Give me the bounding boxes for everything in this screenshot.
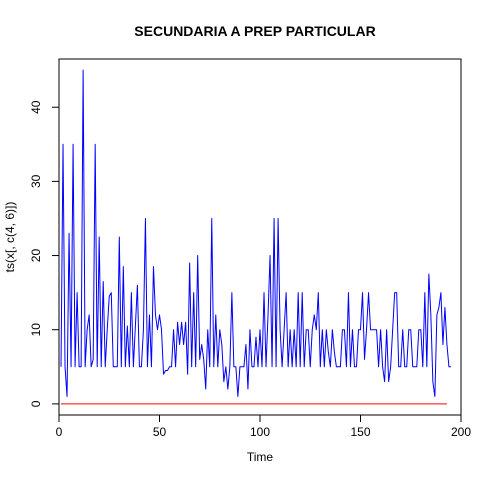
x-axis-label: Time (247, 450, 274, 464)
series-layer (60, 69, 451, 405)
y-tick-label: 20 (29, 249, 43, 263)
x-tick-label: 50 (153, 425, 167, 439)
y-axis: 0 10 20 30 40 (29, 100, 60, 407)
x-tick-label: 200 (451, 425, 471, 439)
y-tick-label: 0 (29, 400, 43, 407)
chart-title: SECUNDARIA A PREP PARTICULAR (134, 23, 375, 39)
x-axis: 0 50 100 150 200 (56, 414, 471, 439)
x-tick-label: 150 (350, 425, 370, 439)
y-tick-label: 30 (29, 174, 43, 188)
y-tick-label: 10 (29, 323, 43, 337)
y-axis-label: ts(x[, c(4, 6)]) (3, 202, 17, 273)
x-tick-label: 0 (56, 425, 63, 439)
y-tick-label: 40 (29, 100, 43, 114)
x-tick-label: 100 (250, 425, 270, 439)
series-line-1 (60, 69, 451, 397)
